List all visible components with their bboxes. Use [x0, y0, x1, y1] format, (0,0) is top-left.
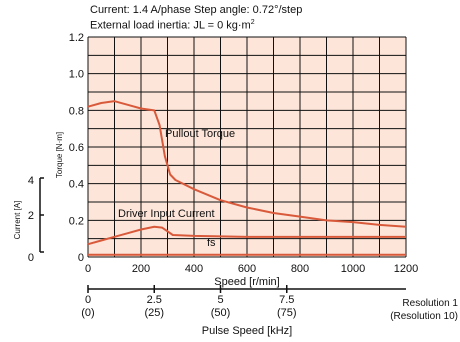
y-axis-label: Torque [N·m] [55, 132, 64, 178]
series-label-pullout-torque: Pullout Torque [165, 128, 235, 140]
pulse-tick-label-res10: (75) [277, 307, 297, 319]
pulse-tick-label: 0 [85, 294, 91, 306]
pulse-tick-label: 5 [217, 294, 223, 306]
x-tick-label: 800 [291, 263, 309, 275]
current-axis-label: Current [A] [13, 201, 22, 240]
chart-header-line2: External load inertia: JL = 0 kg·m2 [90, 17, 255, 32]
x-tick-label: 400 [185, 263, 203, 275]
y-tick-label: 0.2 [69, 215, 84, 227]
resolution-10-label: (Resolution 10) [390, 311, 458, 322]
resolution-1-label: Resolution 1 [402, 298, 458, 309]
chart-header-line1: Current: 1.4 A/phase Step angle: 0.72°/s… [90, 4, 303, 16]
pulse-axis-label: Pulse Speed [kHz] [202, 325, 293, 337]
y-tick-label: 1.2 [69, 32, 84, 44]
y-tick-label: 1.0 [69, 69, 84, 81]
x-tick-label: 1000 [341, 263, 365, 275]
y-tick-label: 0.8 [69, 105, 84, 117]
y-tick-label: 0 [78, 252, 84, 264]
y-tick-label: 0.6 [69, 142, 84, 154]
pulse-tick-label-res10: (50) [211, 307, 231, 319]
current-tick-label: 2 [28, 210, 34, 222]
chart-header-line2-text: External load inertia: JL = 0 kg·m [90, 19, 251, 32]
series-line-driver-input-current [87, 225, 406, 246]
chart-header-line2-superscript: 2 [250, 19, 255, 26]
pulse-tick-label-res10: (0) [81, 307, 94, 319]
current-tick-label: 4 [28, 175, 34, 187]
series-label-fs: fs [207, 237, 216, 249]
pulse-tick-label: 7.5 [279, 294, 294, 306]
pulse-tick-label-res10: (25) [144, 307, 164, 319]
x-tick-label: 0 [85, 263, 91, 275]
series-label-driver-input-current: Driver Input Current [118, 208, 215, 220]
x-axis-label: Speed [r/min] [214, 276, 279, 288]
y-tick-label: 0.4 [69, 179, 84, 191]
x-tick-label: 600 [238, 263, 256, 275]
pulse-tick-label: 2.5 [147, 294, 162, 306]
x-tick-label: 200 [132, 263, 150, 275]
current-tick-label: 0 [28, 252, 34, 264]
x-tick-label: 1200 [394, 263, 418, 275]
series-line-pullout-torque [87, 100, 407, 228]
